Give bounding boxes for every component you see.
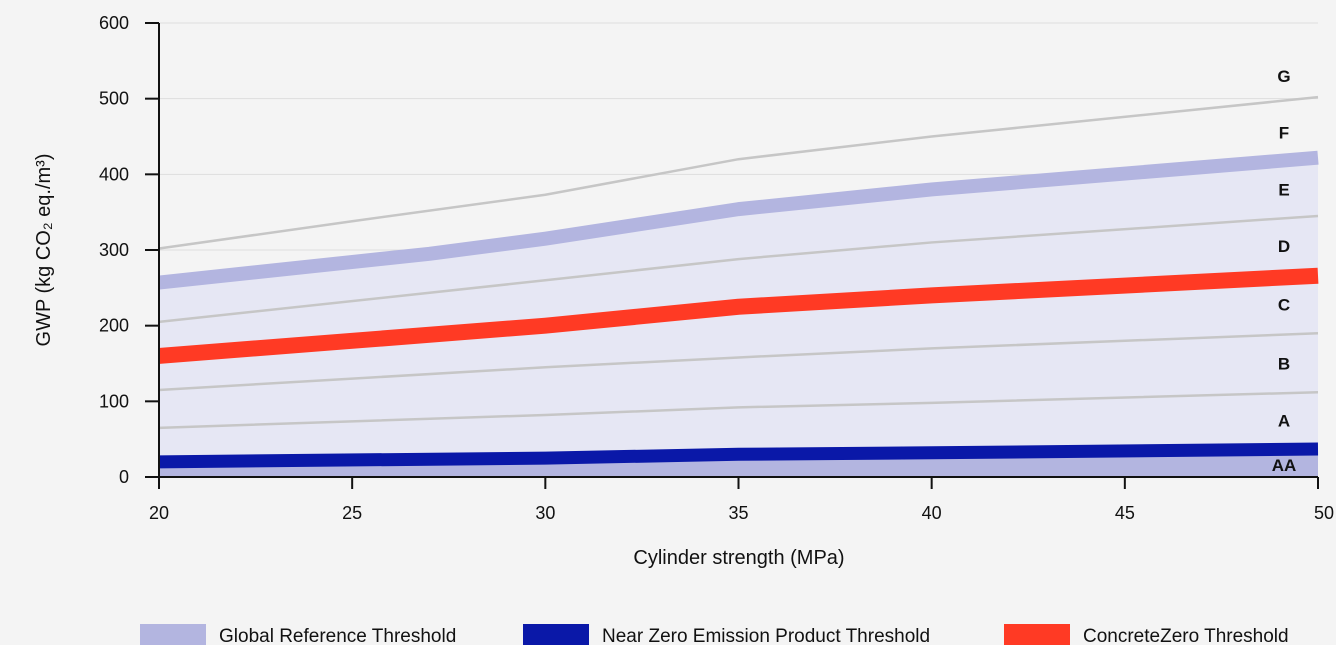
x-tick-label-35: 35: [728, 503, 748, 523]
y-tick-label-600: 600: [99, 13, 129, 33]
class-boundary-line-4: [158, 95, 1319, 250]
y-tick-label-300: 300: [99, 240, 129, 260]
global-reference-line: [158, 150, 1319, 290]
y-tick-label-100: 100: [99, 391, 129, 411]
legend-label-global-reference: Global Reference Threshold: [219, 626, 456, 645]
legend-label-concretezero: ConcreteZero Threshold: [1083, 626, 1289, 645]
x-tick-label-45: 45: [1115, 503, 1135, 523]
class-boundary-line-2: [158, 331, 1319, 392]
x-tick-label-40: 40: [922, 503, 942, 523]
band-label-d: D: [1278, 237, 1290, 256]
legend-swatch-near-zero: [523, 624, 589, 645]
band-label-g: G: [1277, 67, 1290, 86]
x-tick-label-20: 20: [149, 503, 169, 523]
class-boundary-line-1: [158, 391, 1319, 430]
y-tick-label-500: 500: [99, 89, 129, 109]
band-label-b: B: [1278, 355, 1290, 374]
band-label-f: F: [1279, 124, 1289, 143]
y-tick-label-200: 200: [99, 316, 129, 336]
axes: 0 100 200 300 400 500 600 20 25 30 35 40 45 50: [99, 13, 1334, 523]
x-tick-label-50: 50: [1314, 503, 1334, 523]
x-axis-title: Cylinder strength (MPa): [633, 547, 844, 569]
x-tick-label-30: 30: [535, 503, 555, 523]
legend-swatch-concretezero: [1004, 624, 1070, 645]
threshold-lines: [158, 150, 1319, 469]
concretezero-line: [158, 267, 1319, 364]
y-tick-label-400: 400: [99, 164, 129, 184]
band-label-e: E: [1278, 180, 1289, 199]
band-label-aa: AA: [1272, 456, 1297, 475]
legend-label-near-zero: Near Zero Emission Product Threshold: [602, 626, 930, 645]
legend-swatch-global-reference: [140, 624, 206, 645]
y-tick-label-0: 0: [119, 467, 129, 487]
legend: Global Reference Threshold Near Zero Emis…: [140, 624, 1289, 645]
class-boundary-lines: [158, 95, 1319, 430]
x-tick-label-25: 25: [342, 503, 362, 523]
near-zero-line: [158, 442, 1319, 469]
y-axis-title: GWP (kg CO₂ eq./m³): [33, 154, 55, 347]
class-boundary-line-3: [158, 214, 1319, 324]
band-label-c: C: [1278, 295, 1290, 314]
global-threshold-area: [159, 157, 1318, 478]
band-label-a: A: [1278, 411, 1290, 430]
